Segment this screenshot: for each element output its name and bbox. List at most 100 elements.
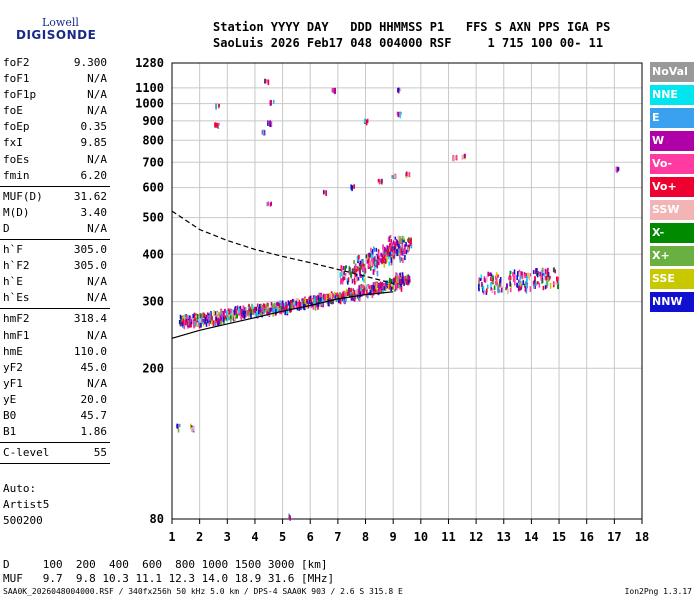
param-value: 318.4 — [73, 312, 107, 326]
echo-point — [266, 201, 272, 207]
digisonde-logo: Lowell DIGISONDE — [4, 4, 124, 44]
echo-point — [275, 300, 292, 316]
legend-item-vominus: Vo- — [650, 154, 694, 174]
param-value: N/A — [87, 291, 107, 305]
logo-lowell-text: Lowell — [42, 16, 79, 29]
param-name: yE — [3, 392, 17, 406]
station-header: Station YYYY DAY DDD HHMMSS P1 FFS S AXN… — [213, 19, 610, 51]
param-row: fxI 9.85 — [0, 135, 112, 151]
legend-item-nne: NNE — [650, 85, 694, 105]
param-name: fmin — [3, 168, 30, 182]
param-row: hmF2 318.4 — [0, 311, 112, 327]
footer-version: Ion2Png 1.3.17 — [624, 587, 692, 596]
param-name: yF2 — [3, 360, 23, 374]
param-row: h`Es N/A — [0, 290, 112, 306]
param-separator — [0, 185, 110, 187]
logo-digisonde-text: DIGISONDE — [16, 28, 97, 42]
echo-point — [190, 423, 195, 433]
autoscaling-info: Auto: Artist5 500200 — [3, 481, 49, 529]
y-tick-label: 600 — [142, 181, 164, 195]
echo-point — [219, 308, 237, 324]
y-tick-label: 400 — [142, 247, 164, 261]
x-tick-label: 11 — [441, 530, 455, 544]
param-name: hmE — [3, 344, 23, 358]
header-line-2: SaoLuis 2026 Feb17 048 004000 RSF 1 715 … — [213, 36, 604, 50]
param-row: fmin 6.20 — [0, 168, 112, 184]
auto-version: 500200 — [3, 514, 43, 527]
echo-point — [396, 111, 402, 119]
echo-point — [505, 269, 532, 295]
param-value: 31.62 — [73, 189, 107, 203]
param-row: h`F 305.0 — [0, 242, 112, 258]
param-row: hmF1 N/A — [0, 328, 112, 344]
param-row: B0 45.7 — [0, 408, 112, 424]
param-value: 305.0 — [73, 259, 107, 273]
x-tick-label: 13 — [497, 530, 511, 544]
y-tick-label: 700 — [142, 155, 164, 169]
echo-point — [322, 189, 327, 196]
y-tick-label: 500 — [142, 211, 164, 225]
distance-row: D 100 200 400 600 800 1000 1500 3000 [km… — [3, 558, 328, 571]
echo-point — [288, 513, 291, 521]
param-value: N/A — [87, 72, 107, 86]
param-value: N/A — [87, 275, 107, 289]
y-tick-label: 900 — [142, 114, 164, 128]
echo-point — [391, 173, 397, 179]
param-row: foEs N/A — [0, 152, 112, 168]
echo-point — [214, 122, 220, 129]
y-tick-label: 1280 — [135, 56, 164, 70]
param-name: foEs — [3, 152, 30, 166]
param-row: foF1 N/A — [0, 71, 112, 87]
param-value: 45.7 — [80, 408, 108, 422]
echo-point — [233, 305, 250, 321]
legend-item-w: W — [650, 131, 694, 151]
param-row: h`E N/A — [0, 274, 112, 290]
param-name: foEp — [3, 120, 30, 134]
footer-file-info: SAA0K_2026048004000.RSF / 340fx256h 50 k… — [3, 587, 403, 596]
muf-row: MUF 9.7 9.8 10.3 11.1 12.3 14.0 18.9 31.… — [3, 572, 335, 585]
echo-point — [394, 272, 411, 287]
param-value: N/A — [87, 104, 107, 118]
echo-point — [176, 423, 181, 433]
param-value: 9.85 — [80, 136, 108, 150]
plot-frame — [171, 62, 643, 520]
y-tick-label: 80 — [150, 512, 164, 526]
param-row: foF2 9.300 — [0, 55, 112, 71]
param-row: yE 20.0 — [0, 392, 112, 408]
x-tick-label: 15 — [552, 530, 566, 544]
x-tick-label: 18 — [635, 530, 649, 544]
y-tick-label: 1100 — [135, 81, 164, 95]
x-tick-label: 3 — [224, 530, 231, 544]
param-value: 3.40 — [80, 205, 108, 219]
x-tick-label: 9 — [390, 530, 397, 544]
echo-point — [397, 87, 402, 94]
param-name: h`E — [3, 275, 23, 289]
param-name: B0 — [3, 408, 17, 422]
param-name: fxI — [3, 136, 23, 150]
param-name: foF1 — [3, 72, 30, 86]
echo-point — [377, 178, 383, 186]
param-row: D N/A — [0, 221, 112, 237]
x-tick-label: 2 — [196, 530, 203, 544]
parameters-panel: foF2 9.300 foF1 N/A foF1p N/A foE N/A foEp 0.35 fx… — [0, 55, 112, 466]
param-name: D — [3, 221, 10, 235]
legend-item-noval: NoVal — [650, 62, 694, 82]
legend-item-ssw: SSW — [650, 200, 694, 220]
x-tick-label: 7 — [334, 530, 341, 544]
header-line-1: Station YYYY DAY DDD HHMMSS P1 FFS S AXN… — [213, 20, 611, 34]
echo-point — [344, 287, 361, 302]
auto-program: Artist5 — [3, 498, 50, 511]
param-value: 6.20 — [80, 168, 108, 182]
legend-item-xminus: X- — [650, 223, 694, 243]
echo-point — [452, 154, 458, 162]
echo-point — [386, 235, 413, 257]
param-row: C-level 55 — [0, 445, 112, 461]
param-separator — [0, 442, 110, 444]
x-tick-label: 1 — [168, 530, 175, 544]
auto-label: Auto: — [3, 482, 37, 495]
param-value: 45.0 — [80, 360, 108, 374]
param-name: h`Es — [3, 291, 30, 305]
muf-curve-line — [171, 210, 394, 285]
direction-legend: NoVal NNE E W Vo- Vo+ SSW X- X+ SSE NNW — [650, 62, 694, 315]
